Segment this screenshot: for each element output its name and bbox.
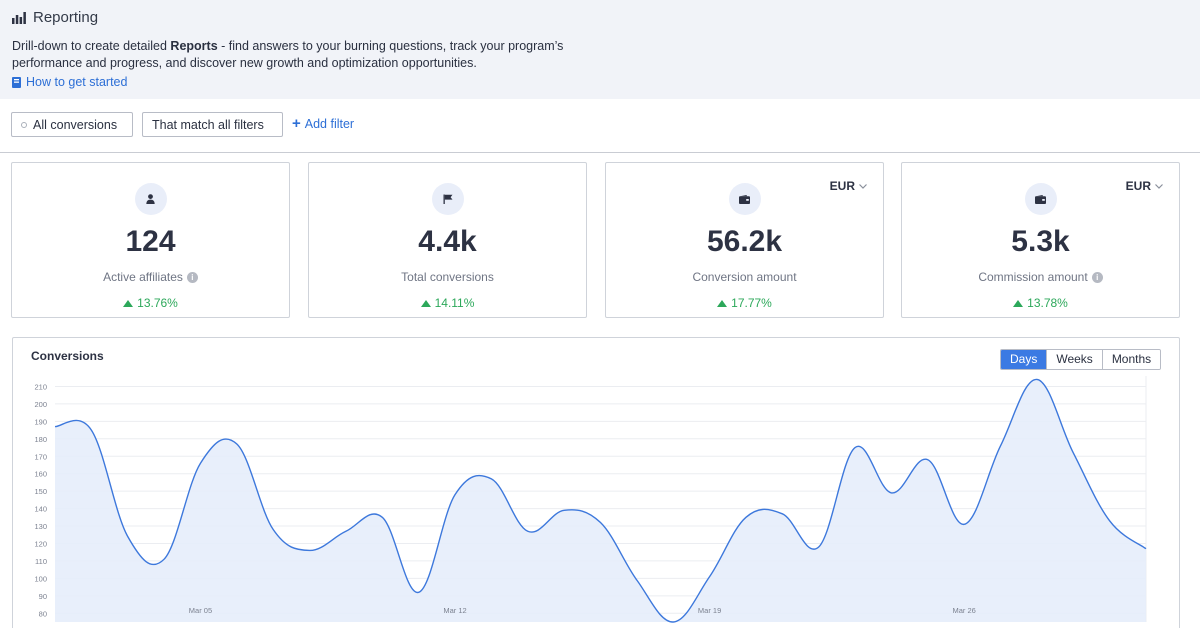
how-to-get-started-link[interactable]: How to get started	[12, 75, 127, 89]
chevron-down-icon	[859, 183, 867, 189]
add-filter-label: Add filter	[304, 117, 355, 131]
stat-value: 5.3k	[1011, 225, 1070, 258]
granularity-days-button[interactable]: Days	[1001, 350, 1047, 369]
y-tick-label: 150	[34, 487, 47, 496]
stat-delta: 13.78%	[902, 296, 1179, 310]
y-tick-label: 160	[34, 470, 47, 479]
stat-label-row: Active affiliates i	[12, 270, 289, 284]
filter-bar: All conversions That match all filters +…	[0, 99, 1200, 153]
flag-icon	[443, 194, 452, 204]
stat-delta-value: 13.76%	[137, 296, 178, 310]
stat-icon-circle	[1024, 183, 1057, 215]
bar-chart-icon	[12, 11, 26, 24]
stat-label-row: Conversion amount	[606, 270, 883, 284]
y-tick-label: 110	[35, 557, 47, 566]
info-icon[interactable]: i	[1091, 271, 1103, 283]
stat-icon-circle	[431, 183, 464, 215]
granularity-months-button[interactable]: Months	[1101, 350, 1161, 369]
y-tick-label: 180	[34, 435, 47, 444]
filter-match-button[interactable]: That match all filters	[142, 112, 283, 137]
filter-match-label: That match all filters	[152, 117, 264, 132]
granularity-toggle: Days Weeks Months	[1000, 349, 1162, 370]
description-text: Drill-down to create detailed	[12, 39, 171, 53]
trend-up-icon	[1013, 299, 1024, 307]
x-tick-label: Mar 12	[443, 606, 466, 615]
conversions-area	[55, 379, 1146, 623]
stat-delta-value: 14.11%	[434, 296, 475, 310]
stat-delta: 17.77%	[606, 296, 883, 310]
chevron-down-icon	[1155, 183, 1163, 189]
wallet-icon	[1035, 194, 1046, 204]
info-icon[interactable]: i	[186, 271, 198, 283]
stat-icon-circle	[728, 183, 761, 215]
trend-up-icon	[123, 299, 134, 307]
stat-card-commission-amount: EUR 5.3k Commission amount i 13.78%	[901, 162, 1180, 318]
description-bold: Reports	[170, 39, 218, 53]
x-tick-label: Mar 19	[698, 606, 721, 615]
currency-select[interactable]: EUR	[1126, 179, 1163, 193]
currency-value: EUR	[1125, 179, 1151, 193]
currency-value: EUR	[829, 179, 855, 193]
y-tick-label: 170	[34, 452, 47, 461]
stat-label: Active affiliates	[103, 270, 183, 284]
y-tick-label: 120	[34, 539, 47, 548]
conversion-scope-label: All conversions	[33, 117, 118, 132]
y-tick-label: 140	[34, 505, 47, 514]
stat-label: Conversion amount	[692, 270, 797, 284]
description-text-rest: - find answers to your burning questions…	[12, 39, 564, 70]
stat-value: 124	[125, 225, 176, 258]
book-icon	[12, 76, 21, 88]
trend-up-icon	[717, 299, 728, 307]
conversion-scope-button[interactable]: All conversions	[11, 112, 133, 137]
stat-delta: 13.76%	[12, 296, 289, 310]
user-icon	[146, 194, 155, 204]
stat-label-row: Total conversions	[309, 270, 586, 284]
page-header: Reporting Drill-down to create detailed …	[0, 0, 1200, 99]
stat-icon-circle	[134, 183, 167, 215]
page-title-group: Reporting	[12, 9, 98, 26]
stat-label-row: Commission amount i	[902, 270, 1179, 284]
y-tick-label: 200	[34, 400, 47, 409]
y-tick-label: 80	[39, 609, 47, 618]
conversions-line	[54, 378, 1147, 623]
how-to-get-started-label: How to get started	[26, 75, 128, 89]
conversions-chart-panel: 80 90 100 110 120 130 140 150 160 170 180 190 200 210…	[12, 337, 1180, 628]
plus-icon: +	[292, 115, 301, 132]
x-tick-label: Mar 26	[952, 606, 975, 615]
stat-value: 56.2k	[706, 225, 783, 258]
trend-up-icon	[420, 299, 431, 307]
chart-title: Conversions	[31, 349, 104, 363]
y-tick-label: 90	[39, 592, 47, 601]
y-tick-label: 210	[34, 382, 47, 391]
radio-dot-icon	[21, 121, 27, 128]
add-filter-button[interactable]: + Add filter	[292, 115, 355, 132]
stat-label: Total conversions	[401, 270, 494, 284]
stat-card-total-conversions: 4.4k Total conversions 14.11%	[308, 162, 587, 318]
page-description: Drill-down to create detailed Reports - …	[12, 38, 572, 71]
stat-card-active-affiliates: 124 Active affiliates i 13.76%	[11, 162, 290, 318]
conversions-chart[interactable]: 80 90 100 110 120 130 140 150 160 170 180 190 200 210…	[13, 338, 1179, 628]
stat-delta: 14.11%	[309, 296, 586, 310]
granularity-weeks-button[interactable]: Weeks	[1046, 350, 1102, 369]
stat-value: 4.4k	[418, 225, 477, 258]
y-tick-label: 100	[34, 574, 47, 583]
page-title: Reporting	[33, 9, 99, 26]
stat-delta-value: 17.77%	[731, 296, 772, 310]
wallet-icon	[739, 194, 750, 204]
x-tick-label: Mar 05	[189, 606, 212, 615]
stat-delta-value: 13.78%	[1027, 296, 1068, 310]
y-tick-label: 130	[34, 522, 47, 531]
currency-select[interactable]: EUR	[830, 179, 867, 193]
stat-card-conversion-amount: EUR 56.2k Conversion amount 17.77%	[605, 162, 884, 318]
stat-label: Commission amount	[978, 270, 1088, 284]
y-tick-label: 190	[34, 417, 47, 426]
